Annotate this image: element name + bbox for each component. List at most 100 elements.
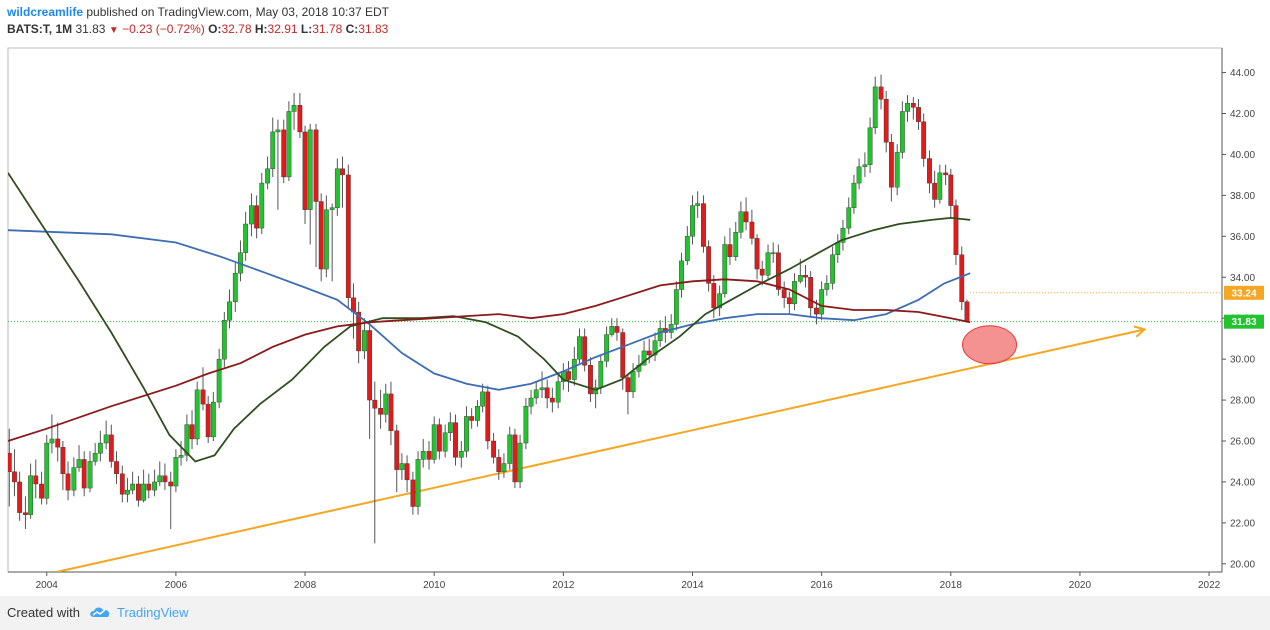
- x-tick-label: 2004: [36, 580, 59, 591]
- candle-down: [485, 385, 491, 450]
- candle-up: [819, 281, 825, 321]
- candle-down: [114, 451, 119, 484]
- candle-body: [265, 168, 270, 184]
- candle-up: [323, 195, 329, 278]
- candle-down: [33, 459, 39, 499]
- candle-up: [690, 195, 695, 245]
- candle-body: [39, 483, 44, 499]
- candle-body: [743, 211, 749, 223]
- candle-up: [243, 211, 249, 261]
- candle-body: [232, 272, 238, 303]
- ma-price-tag: [1224, 285, 1264, 300]
- candle-up: [431, 416, 437, 464]
- low-value: 31.78: [312, 22, 343, 36]
- candle-body: [254, 205, 260, 229]
- candle-up: [770, 242, 776, 263]
- candle-down: [205, 395, 211, 444]
- candle-down: [883, 90, 889, 153]
- candle-body: [270, 131, 276, 169]
- candle-up: [447, 412, 453, 441]
- candle-up: [555, 373, 561, 409]
- candle-body: [814, 307, 819, 315]
- candle-down: [625, 373, 631, 415]
- candle-body: [286, 111, 292, 178]
- candle-body: [701, 203, 706, 247]
- candle-body: [55, 438, 61, 448]
- tradingview-cloud-icon[interactable]: [88, 604, 112, 625]
- candle-body: [910, 103, 916, 108]
- candle-down: [549, 387, 555, 413]
- candle-up: [291, 93, 297, 130]
- candle-body: [81, 459, 87, 489]
- candle-down: [372, 381, 378, 544]
- candle-body: [819, 289, 825, 315]
- candle-body: [899, 111, 905, 153]
- candle-body: [297, 105, 303, 133]
- close-value: 31.83: [358, 22, 389, 36]
- candle-body: [759, 268, 765, 276]
- candle-down: [921, 113, 927, 167]
- candle-down: [469, 408, 475, 429]
- candle-down: [759, 260, 765, 286]
- candle-body: [404, 463, 410, 481]
- price-chart[interactable]: 20.0022.0024.0026.0028.0030.0032.0034.00…: [0, 40, 1270, 596]
- candle-up: [937, 164, 943, 204]
- candle-body: [200, 389, 206, 405]
- candle-up: [210, 391, 216, 441]
- candle-body: [959, 254, 965, 303]
- candle-body: [867, 127, 873, 165]
- candle-down: [297, 93, 303, 139]
- candle-up: [270, 117, 276, 177]
- candle-body: [108, 434, 114, 462]
- high-label: H:: [254, 22, 268, 36]
- candle-down: [162, 463, 168, 491]
- candle-body: [614, 326, 620, 333]
- candle-body: [318, 201, 324, 270]
- candle-body: [856, 166, 862, 184]
- candle-body: [173, 457, 179, 487]
- candle-body: [835, 242, 841, 255]
- candle-body: [894, 152, 900, 188]
- candle-down: [394, 424, 400, 493]
- publish-line: wildcreamlife published on TradingView.c…: [7, 5, 389, 19]
- candle-up: [673, 281, 679, 331]
- candle-up: [830, 246, 836, 290]
- y-tick-label: 30.00: [1230, 355, 1255, 366]
- candle-up: [872, 76, 878, 134]
- candle-body: [447, 422, 453, 434]
- candle-down: [108, 424, 114, 468]
- candle-up: [265, 156, 270, 190]
- candle-body: [577, 336, 582, 360]
- candle-up: [539, 371, 545, 399]
- candle-body: [786, 297, 792, 305]
- candle-body: [458, 451, 464, 458]
- candle-body: [588, 365, 593, 395]
- highlight-circle: [962, 325, 1018, 365]
- author-link[interactable]: wildcreamlife: [7, 5, 84, 19]
- candle-body: [168, 481, 174, 487]
- candle-up: [523, 398, 529, 450]
- candle-up: [846, 197, 852, 235]
- candle-body: [948, 174, 954, 206]
- candle-body: [415, 459, 421, 507]
- candle-body: [657, 328, 663, 341]
- candle-down: [189, 410, 195, 450]
- candle-body: [383, 393, 389, 415]
- tradingview-link[interactable]: TradingView: [117, 605, 189, 620]
- symbol-label[interactable]: BATS:T, 1M: [7, 22, 73, 36]
- candle-body: [362, 330, 367, 352]
- candle-up: [227, 289, 232, 329]
- candle-body: [609, 326, 615, 335]
- x-tick-label: 2014: [681, 580, 704, 591]
- candle-body: [878, 86, 884, 100]
- candle-down: [55, 422, 61, 462]
- candle-down: [254, 195, 260, 239]
- candle-body: [291, 105, 297, 112]
- candle-down: [927, 150, 932, 194]
- candle-body: [943, 172, 949, 176]
- x-tick-label: 2018: [940, 580, 963, 591]
- created-with-text: Created with: [7, 605, 80, 620]
- candle-body: [630, 371, 636, 393]
- candle-down: [932, 170, 938, 208]
- candle-up: [458, 441, 464, 468]
